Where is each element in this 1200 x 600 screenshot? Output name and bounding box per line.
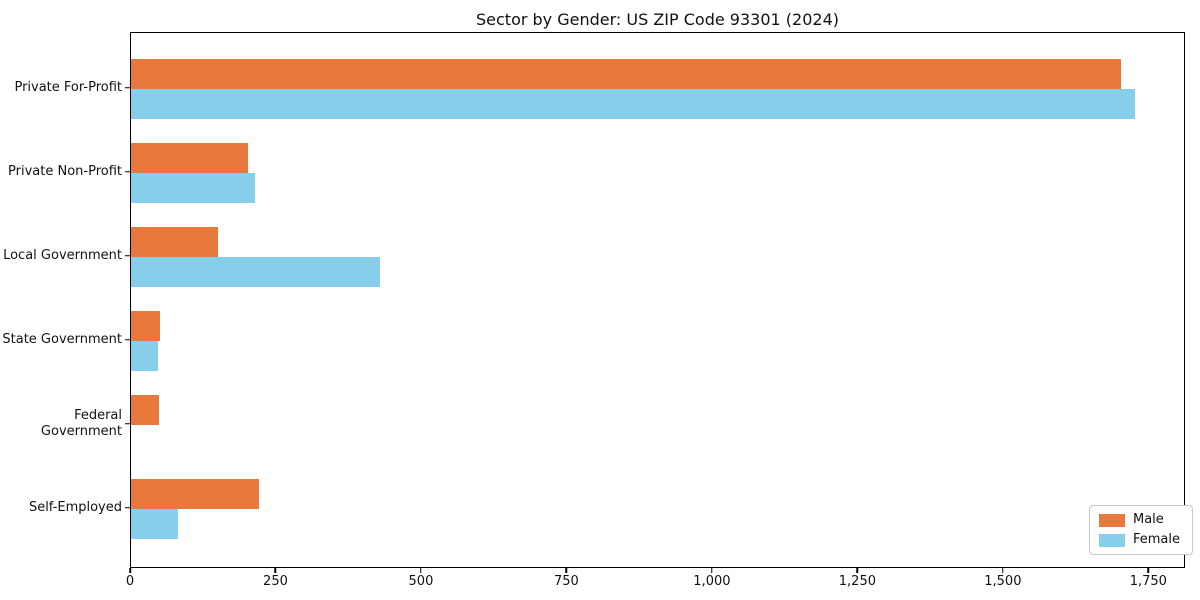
legend: Male Female [1089,505,1194,555]
y-tick-label-self-employed: Self-Employed [28,499,122,515]
bar-male-federal-government [131,394,160,425]
bar-female-private-for-profit [131,88,1135,119]
x-tick-mark [565,568,568,573]
plot-area [130,32,1185,568]
x-tick-label-0: 0 [125,574,135,589]
x-tick-label-500: 500 [408,574,434,589]
x-tick-label-250: 250 [263,574,288,589]
bar-male-local-government [131,226,218,257]
y-tick-mark [125,170,130,173]
x-tick-label-750: 750 [554,574,579,589]
x-tick-mark [129,568,131,573]
legend-entry-male: Male [1099,513,1180,527]
bar-male-private-non-profit [131,142,249,173]
bar-female-state-government [131,340,158,371]
legend-entry-female: Female [1099,533,1180,547]
x-tick-label-1-250: 1,250 [838,574,876,589]
y-tick-mark [125,338,130,341]
x-tick-mark [711,568,713,573]
y-tick-mark [125,86,130,89]
bar-male-self-employed [131,478,259,509]
bar-female-local-government [131,256,380,287]
y-tick-label-private-non-profit: Private Non-Profit [8,163,122,179]
x-tick-mark [856,568,859,573]
x-tick-label-1-500: 1,500 [984,574,1022,589]
bar-male-state-government [131,310,161,341]
y-tick-label-federal-government: Federal Government [40,407,122,439]
chart-title: Sector by Gender: US ZIP Code 93301 (202… [476,10,839,29]
x-tick-mark [1002,568,1004,573]
x-tick-mark [274,568,277,573]
x-tick-label-1-000: 1,000 [693,574,731,589]
y-tick-label-local-government: Local Government [3,247,122,263]
legend-swatch-male [1099,513,1125,527]
y-tick-label-state-government: State Government [2,331,122,347]
bar-female-private-non-profit [131,172,256,203]
y-tick-mark [125,254,130,257]
bar-female-self-employed [131,508,179,539]
y-tick-label-private-for-profit: Private For-Profit [14,79,122,95]
legend-label-female: Female [1133,532,1181,547]
x-tick-mark [420,568,422,573]
x-tick-mark [1147,568,1150,573]
y-tick-mark [125,506,130,509]
legend-label-male: Male [1133,512,1164,527]
bar-male-private-for-profit [131,58,1122,89]
legend-swatch-female [1099,533,1125,547]
x-tick-label-1-750: 1,750 [1129,574,1167,589]
y-tick-mark [125,422,130,425]
